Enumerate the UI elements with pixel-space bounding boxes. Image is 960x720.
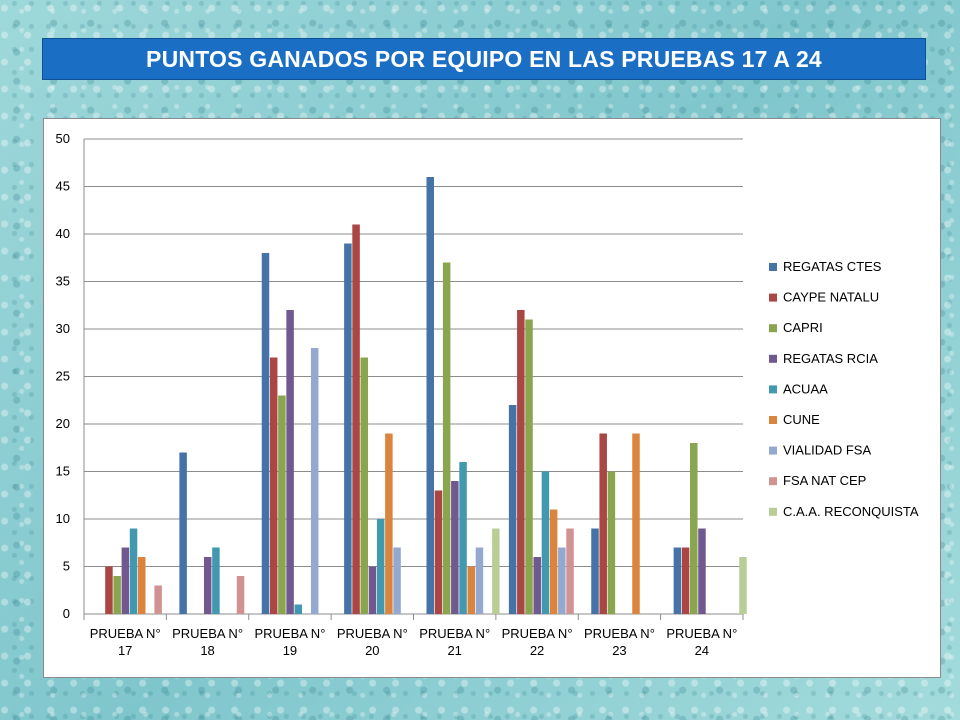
- bar: [212, 547, 220, 614]
- bar: [294, 604, 303, 614]
- legend-swatch: [769, 477, 777, 486]
- legend-swatch: [769, 354, 777, 363]
- bar: [105, 566, 113, 614]
- bar: [533, 557, 541, 614]
- bar: [492, 528, 500, 614]
- legend-label: C.A.A. RECONQUISTA: [783, 504, 919, 519]
- bar: [558, 547, 566, 614]
- x-category-label: PRUEBA N° 24: [666, 626, 737, 658]
- bar: [368, 566, 377, 614]
- legend-label: FSA NAT CEP: [783, 473, 866, 488]
- y-tick-label: 25: [56, 369, 70, 384]
- bar: [385, 433, 393, 614]
- y-tick-label: 5: [63, 559, 70, 574]
- bar: [352, 224, 360, 614]
- bar: [129, 528, 138, 614]
- y-tick-label: 10: [56, 511, 70, 526]
- bar-chart: 0 5 10 15 20 25 30 35 40 45 50 PRUEBA N° 17 PRUEBA N°…: [56, 131, 919, 658]
- bar: [591, 528, 599, 614]
- x-category-label: PRUEBA N° 20: [337, 626, 408, 658]
- bar: [681, 547, 690, 614]
- bar: [376, 519, 385, 614]
- bar: [278, 395, 286, 614]
- bar: [121, 547, 130, 614]
- bar: [154, 585, 162, 614]
- legend-label: REGATAS RCIA: [783, 351, 878, 366]
- page-title: PUNTOS GANADOS POR EQUIPO EN LAS PRUEBAS…: [146, 45, 822, 72]
- chart-frame: 0 5 10 15 20 25 30 35 40 45 50 PRUEBA N° 17 PRUEBA N°…: [43, 118, 941, 678]
- bar: [467, 566, 475, 614]
- legend-swatch: [769, 293, 777, 302]
- bar: [508, 405, 517, 614]
- x-category-label: PRUEBA N° 21: [419, 626, 490, 658]
- bar: [434, 490, 443, 614]
- legend-label: REGATAS CTES: [783, 259, 882, 274]
- x-category-label: PRUEBA N° 19: [254, 626, 325, 658]
- bar: [599, 433, 607, 614]
- x-category-label: PRUEBA N° 18: [172, 626, 243, 658]
- bar: [632, 433, 640, 614]
- y-tick-label: 30: [56, 321, 70, 336]
- legend-label: CAPRI: [783, 320, 823, 335]
- bar: [451, 481, 459, 614]
- bar: [269, 357, 278, 614]
- bar: [179, 452, 187, 614]
- bar: [442, 262, 451, 614]
- legend-label: VIALIDAD FSA: [783, 443, 871, 458]
- legend-label: CUNE: [783, 412, 820, 427]
- bar: [138, 557, 146, 614]
- bar: [203, 557, 212, 614]
- legend-swatch: [769, 385, 777, 394]
- bar: [113, 576, 121, 614]
- y-tick-label: 15: [56, 464, 70, 479]
- legend-label: CAYPE NATALU: [783, 290, 879, 305]
- legend-swatch: [769, 324, 777, 333]
- bar: [739, 557, 747, 614]
- bar: [310, 348, 319, 614]
- title-banner: PUNTOS GANADOS POR EQUIPO EN LAS PRUEBAS…: [42, 38, 926, 80]
- bar: [566, 528, 574, 614]
- legend-swatch: [769, 263, 777, 271]
- y-tick-label: 0: [63, 606, 70, 621]
- legend-swatch: [769, 446, 777, 455]
- bar: [541, 471, 550, 614]
- bar: [607, 471, 616, 614]
- bar: [549, 509, 558, 614]
- bar: [475, 547, 484, 614]
- legend-swatch: [769, 416, 777, 424]
- bar: [286, 310, 294, 614]
- y-tick-label: 40: [56, 226, 70, 241]
- bar: [426, 177, 434, 614]
- bar: [236, 576, 245, 614]
- x-category-label: PRUEBA N° 22: [502, 626, 573, 658]
- x-category-label: PRUEBA N° 23: [584, 626, 655, 658]
- x-category-label: PRUEBA N° 17: [90, 626, 161, 658]
- y-tick-label: 50: [56, 131, 70, 146]
- bar: [525, 319, 533, 614]
- bar: [698, 528, 706, 614]
- bar: [360, 357, 369, 614]
- bar: [690, 443, 698, 614]
- bar: [517, 310, 525, 614]
- y-tick-label: 45: [56, 179, 70, 194]
- legend-label: ACUAA: [783, 381, 828, 396]
- y-tick-label: 35: [56, 274, 70, 289]
- bar: [673, 547, 682, 614]
- bar: [261, 253, 270, 614]
- bar: [393, 547, 401, 614]
- bar: [344, 243, 352, 614]
- bar: [459, 462, 467, 614]
- y-tick-label: 20: [56, 416, 70, 431]
- legend-swatch: [769, 507, 777, 516]
